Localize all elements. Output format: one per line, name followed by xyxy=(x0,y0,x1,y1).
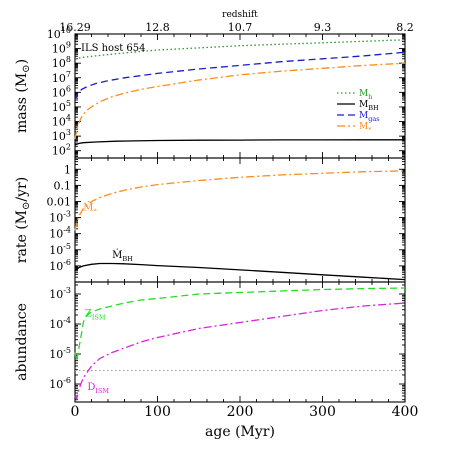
top-axis-label: redshift xyxy=(222,10,258,20)
y-axis-label: mass (M⊙) xyxy=(14,59,32,133)
series-line-m-bh xyxy=(74,139,405,146)
x-tick-label: 200 xyxy=(227,404,254,420)
y-tick-label: 10-5 xyxy=(49,242,71,257)
y-tick-label: 10-5 xyxy=(49,346,71,361)
y-tick-label: 10-6 xyxy=(49,258,71,273)
y-tick-label: 103 xyxy=(52,128,71,143)
y-tick-label: 0.1 xyxy=(54,179,72,192)
y-tick-label: 102 xyxy=(52,143,71,158)
y-tick-label: 1010 xyxy=(47,26,71,41)
series-line-sfr xyxy=(74,170,406,231)
x-axis-label: age (Myr) xyxy=(205,424,275,440)
series-label: Ṁ* xyxy=(83,201,97,215)
y-tick-label: 10-4 xyxy=(49,226,71,241)
series-label: ṀBH xyxy=(112,249,133,263)
top-tick-label: 10.7 xyxy=(228,21,253,34)
legend-entry: Mh xyxy=(359,89,372,101)
y-tick-label: 105 xyxy=(52,99,71,114)
y-tick-label: 1 xyxy=(64,163,71,176)
x-tick-label: 0 xyxy=(71,404,80,420)
series-line-d-ism xyxy=(74,302,406,401)
top-tick-label: 16.29 xyxy=(59,21,91,34)
y-tick-label: 10-3 xyxy=(49,286,71,301)
x-tick-label: 100 xyxy=(144,404,171,420)
legend-entry: MBH xyxy=(359,100,379,112)
y-axis-label: abundance xyxy=(14,303,30,381)
y-tick-label: 107 xyxy=(52,70,71,85)
y-tick-label: 106 xyxy=(52,84,71,99)
y-tick-label: 10-3 xyxy=(49,210,71,225)
series-line-m-h xyxy=(74,39,406,60)
x-tick-label: 300 xyxy=(309,404,336,420)
y-tick-label: 0.01 xyxy=(47,195,72,208)
legend-entry: Mgas xyxy=(359,111,380,123)
series-line-m-gas xyxy=(74,51,406,100)
rate-panel: 1 0.1 0.01 10-310-410-510-6 rate (M⊙/yr) Ṁ* ṀB… xyxy=(14,157,406,283)
top-tick-label: 8.2 xyxy=(396,21,414,34)
series-line-m- xyxy=(74,62,406,140)
y-axis-label: rate (M⊙/yr) xyxy=(14,177,32,263)
legend-entry: M* xyxy=(359,122,372,134)
series-label: ZISM xyxy=(85,309,106,322)
y-tick-label: 108 xyxy=(52,55,71,70)
series-label: DISM xyxy=(87,382,109,395)
top-tick-label: 9.3 xyxy=(314,21,332,34)
panel-frame xyxy=(74,281,406,403)
abundance-panel: 10-6 10-5 10-4 10-3 abundance ZISM DISM 0 100 200… xyxy=(14,281,419,440)
x-tick-label: 400 xyxy=(392,404,419,420)
y-tick-label: 109 xyxy=(52,41,71,56)
y-tick-label: 10-6 xyxy=(49,376,71,391)
y-tick-label: 104 xyxy=(52,114,71,129)
y-tick-label: 10-4 xyxy=(49,316,71,331)
top-tick-label: 12.8 xyxy=(145,21,170,34)
panel-annotation: ILS host 654 xyxy=(81,43,146,54)
series-line-z-ism xyxy=(74,287,406,362)
series-line-bh-accretion xyxy=(74,262,406,281)
